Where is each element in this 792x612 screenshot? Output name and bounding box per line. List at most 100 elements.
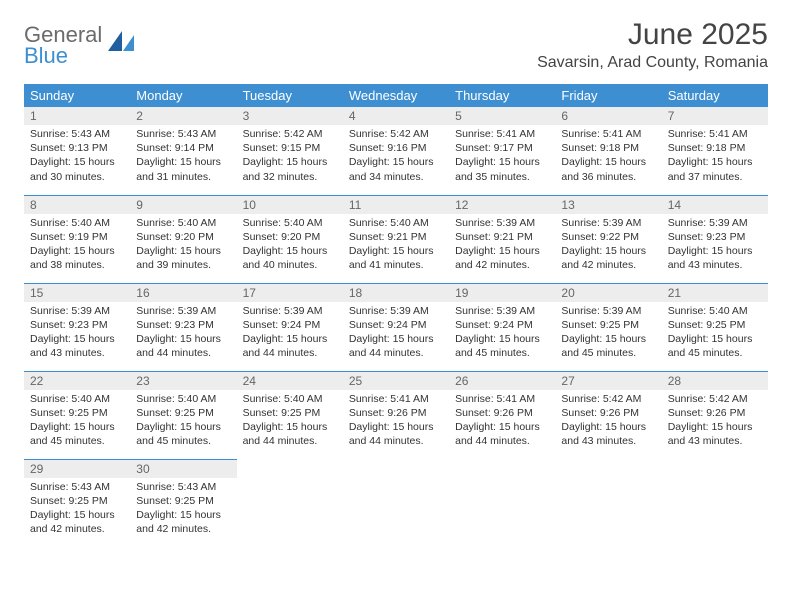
sunset-text: Sunset: 9:25 PM — [136, 494, 230, 508]
weekday-header-row: Sunday Monday Tuesday Wednesday Thursday… — [24, 84, 768, 107]
sunset-text: Sunset: 9:26 PM — [349, 406, 443, 420]
sunrise-text: Sunrise: 5:41 AM — [561, 127, 655, 141]
day-details: Sunrise: 5:39 AMSunset: 9:23 PMDaylight:… — [24, 302, 130, 365]
sunrise-text: Sunrise: 5:42 AM — [561, 392, 655, 406]
daylight-text: Daylight: 15 hours and 44 minutes. — [349, 332, 443, 360]
calendar-day-cell: 24Sunrise: 5:40 AMSunset: 9:25 PMDayligh… — [237, 371, 343, 459]
sunset-text: Sunset: 9:24 PM — [455, 318, 549, 332]
sunset-text: Sunset: 9:23 PM — [136, 318, 230, 332]
sunset-text: Sunset: 9:23 PM — [668, 230, 762, 244]
calendar-day-cell: 18Sunrise: 5:39 AMSunset: 9:24 PMDayligh… — [343, 283, 449, 371]
sunrise-text: Sunrise: 5:39 AM — [561, 216, 655, 230]
sunrise-text: Sunrise: 5:40 AM — [349, 216, 443, 230]
calendar-week-row: 15Sunrise: 5:39 AMSunset: 9:23 PMDayligh… — [24, 283, 768, 371]
weekday-header: Sunday — [24, 84, 130, 107]
sunset-text: Sunset: 9:26 PM — [668, 406, 762, 420]
location-label: Savarsin, Arad County, Romania — [537, 54, 768, 72]
day-number: 28 — [662, 372, 768, 390]
calendar-day-cell: 21Sunrise: 5:40 AMSunset: 9:25 PMDayligh… — [662, 283, 768, 371]
calendar-day-cell: 11Sunrise: 5:40 AMSunset: 9:21 PMDayligh… — [343, 195, 449, 283]
daylight-text: Daylight: 15 hours and 41 minutes. — [349, 244, 443, 272]
sunset-text: Sunset: 9:14 PM — [136, 141, 230, 155]
day-number: 19 — [449, 284, 555, 302]
day-details: Sunrise: 5:40 AMSunset: 9:20 PMDaylight:… — [237, 214, 343, 277]
day-details: Sunrise: 5:40 AMSunset: 9:25 PMDaylight:… — [662, 302, 768, 365]
calendar-day-cell: 25Sunrise: 5:41 AMSunset: 9:26 PMDayligh… — [343, 371, 449, 459]
calendar-day-cell — [662, 459, 768, 547]
day-details: Sunrise: 5:43 AMSunset: 9:13 PMDaylight:… — [24, 125, 130, 188]
day-details: Sunrise: 5:42 AMSunset: 9:26 PMDaylight:… — [555, 390, 661, 453]
daylight-text: Daylight: 15 hours and 44 minutes. — [349, 420, 443, 448]
sunrise-text: Sunrise: 5:41 AM — [668, 127, 762, 141]
day-details: Sunrise: 5:40 AMSunset: 9:25 PMDaylight:… — [130, 390, 236, 453]
day-details: Sunrise: 5:39 AMSunset: 9:23 PMDaylight:… — [130, 302, 236, 365]
day-number: 17 — [237, 284, 343, 302]
day-number: 12 — [449, 196, 555, 214]
calendar-day-cell: 8Sunrise: 5:40 AMSunset: 9:19 PMDaylight… — [24, 195, 130, 283]
calendar-table: Sunday Monday Tuesday Wednesday Thursday… — [24, 84, 768, 547]
sunset-text: Sunset: 9:15 PM — [243, 141, 337, 155]
daylight-text: Daylight: 15 hours and 45 minutes. — [455, 332, 549, 360]
sunset-text: Sunset: 9:25 PM — [136, 406, 230, 420]
day-details: Sunrise: 5:39 AMSunset: 9:24 PMDaylight:… — [449, 302, 555, 365]
day-number: 25 — [343, 372, 449, 390]
sunrise-text: Sunrise: 5:40 AM — [243, 216, 337, 230]
day-number: 3 — [237, 107, 343, 125]
calendar-day-cell: 5Sunrise: 5:41 AMSunset: 9:17 PMDaylight… — [449, 107, 555, 195]
sunset-text: Sunset: 9:17 PM — [455, 141, 549, 155]
daylight-text: Daylight: 15 hours and 40 minutes. — [243, 244, 337, 272]
calendar-day-cell: 3Sunrise: 5:42 AMSunset: 9:15 PMDaylight… — [237, 107, 343, 195]
day-details: Sunrise: 5:42 AMSunset: 9:15 PMDaylight:… — [237, 125, 343, 188]
sunset-text: Sunset: 9:25 PM — [668, 318, 762, 332]
calendar-day-cell — [449, 459, 555, 547]
day-number: 18 — [343, 284, 449, 302]
day-details: Sunrise: 5:42 AMSunset: 9:16 PMDaylight:… — [343, 125, 449, 188]
calendar-day-cell: 9Sunrise: 5:40 AMSunset: 9:20 PMDaylight… — [130, 195, 236, 283]
sunrise-text: Sunrise: 5:39 AM — [349, 304, 443, 318]
sunset-text: Sunset: 9:20 PM — [136, 230, 230, 244]
sunrise-text: Sunrise: 5:42 AM — [668, 392, 762, 406]
title-block: June 2025 Savarsin, Arad County, Romania — [537, 18, 768, 72]
calendar-day-cell: 4Sunrise: 5:42 AMSunset: 9:16 PMDaylight… — [343, 107, 449, 195]
sunset-text: Sunset: 9:24 PM — [243, 318, 337, 332]
day-details: Sunrise: 5:40 AMSunset: 9:19 PMDaylight:… — [24, 214, 130, 277]
daylight-text: Daylight: 15 hours and 37 minutes. — [668, 155, 762, 183]
sunrise-text: Sunrise: 5:43 AM — [30, 127, 124, 141]
sunset-text: Sunset: 9:25 PM — [30, 494, 124, 508]
day-details: Sunrise: 5:40 AMSunset: 9:25 PMDaylight:… — [24, 390, 130, 453]
day-details: Sunrise: 5:39 AMSunset: 9:24 PMDaylight:… — [343, 302, 449, 365]
day-number: 14 — [662, 196, 768, 214]
calendar-day-cell: 2Sunrise: 5:43 AMSunset: 9:14 PMDaylight… — [130, 107, 236, 195]
calendar-day-cell: 30Sunrise: 5:43 AMSunset: 9:25 PMDayligh… — [130, 459, 236, 547]
sunset-text: Sunset: 9:26 PM — [561, 406, 655, 420]
day-number: 9 — [130, 196, 236, 214]
sunrise-text: Sunrise: 5:39 AM — [30, 304, 124, 318]
daylight-text: Daylight: 15 hours and 32 minutes. — [243, 155, 337, 183]
day-number: 5 — [449, 107, 555, 125]
sunrise-text: Sunrise: 5:39 AM — [243, 304, 337, 318]
daylight-text: Daylight: 15 hours and 43 minutes. — [561, 420, 655, 448]
weekday-header: Thursday — [449, 84, 555, 107]
sunrise-text: Sunrise: 5:40 AM — [30, 216, 124, 230]
calendar-day-cell: 6Sunrise: 5:41 AMSunset: 9:18 PMDaylight… — [555, 107, 661, 195]
sunset-text: Sunset: 9:21 PM — [455, 230, 549, 244]
day-number: 30 — [130, 460, 236, 478]
calendar-week-row: 8Sunrise: 5:40 AMSunset: 9:19 PMDaylight… — [24, 195, 768, 283]
sunset-text: Sunset: 9:19 PM — [30, 230, 124, 244]
sunset-text: Sunset: 9:18 PM — [668, 141, 762, 155]
sunrise-text: Sunrise: 5:40 AM — [30, 392, 124, 406]
calendar-day-cell: 17Sunrise: 5:39 AMSunset: 9:24 PMDayligh… — [237, 283, 343, 371]
calendar-day-cell — [555, 459, 661, 547]
day-details: Sunrise: 5:41 AMSunset: 9:17 PMDaylight:… — [449, 125, 555, 188]
sunrise-text: Sunrise: 5:39 AM — [136, 304, 230, 318]
daylight-text: Daylight: 15 hours and 42 minutes. — [455, 244, 549, 272]
day-number: 13 — [555, 196, 661, 214]
weekday-header: Monday — [130, 84, 236, 107]
day-number: 15 — [24, 284, 130, 302]
calendar-day-cell: 15Sunrise: 5:39 AMSunset: 9:23 PMDayligh… — [24, 283, 130, 371]
day-number: 27 — [555, 372, 661, 390]
logo-sail-icon — [108, 31, 134, 51]
calendar-week-row: 1Sunrise: 5:43 AMSunset: 9:13 PMDaylight… — [24, 107, 768, 195]
calendar-day-cell: 19Sunrise: 5:39 AMSunset: 9:24 PMDayligh… — [449, 283, 555, 371]
calendar-day-cell: 20Sunrise: 5:39 AMSunset: 9:25 PMDayligh… — [555, 283, 661, 371]
